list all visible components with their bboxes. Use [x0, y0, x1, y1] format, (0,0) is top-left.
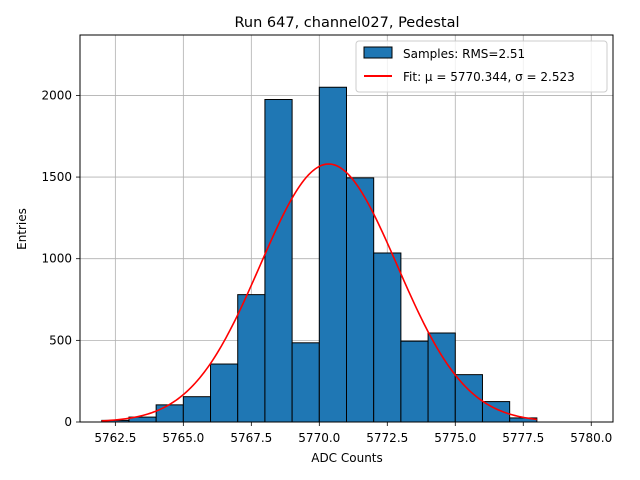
- histogram-bar: [291, 342, 320, 423]
- chart-title: Run 647, channel027, Pedestal: [234, 15, 459, 31]
- y-axis-ticks: 0 500 1000 1500 2000: [41, 88, 80, 429]
- histogram-bar: [182, 396, 212, 423]
- x-axis-label: ADC Counts: [311, 451, 383, 465]
- gaussian-fit-line: [101, 163, 537, 422]
- histogram-bars: [101, 86, 538, 423]
- y-tick-label: 500: [49, 333, 72, 347]
- x-tick-label: 5767.5: [230, 431, 272, 445]
- legend: Samples: RMS=2.51 Fit: μ = 5770.344, σ =…: [355, 40, 608, 93]
- y-axis-label: Entries: [15, 208, 29, 250]
- histogram-bar: [400, 340, 429, 423]
- fit-curve-layer: [101, 163, 537, 422]
- y-tick-label: 1500: [41, 170, 72, 184]
- histogram-bar: [237, 294, 266, 423]
- plot-frame: [79, 34, 614, 423]
- histogram-bar: [210, 363, 239, 423]
- y-tick-label: 0: [64, 415, 72, 429]
- histogram-bar: [427, 332, 456, 423]
- histogram-bar: [373, 252, 402, 423]
- x-tick-label: 5765.0: [162, 431, 204, 445]
- histogram-bar: [318, 86, 347, 423]
- y-tick-label: 1000: [41, 252, 72, 266]
- x-tick-label: 5762.5: [94, 431, 136, 445]
- x-tick-label: 5777.5: [502, 431, 544, 445]
- legend-histogram-swatch: [363, 46, 393, 59]
- histogram-bar: [155, 404, 184, 423]
- x-tick-label: 5780.0: [570, 431, 612, 445]
- x-axis-ticks: 5762.5 5765.0 5767.5 5770.0 5772.5 5775.0 5777…: [94, 422, 612, 445]
- x-tick-label: 5770.0: [298, 431, 340, 445]
- x-tick-label: 5775.0: [434, 431, 476, 445]
- legend-box: [355, 40, 608, 93]
- legend-label-samples: Samples: RMS=2.51: [403, 47, 525, 61]
- y-tick-label: 2000: [41, 88, 72, 102]
- x-tick-label: 5772.5: [366, 431, 408, 445]
- legend-label-fit: Fit: μ = 5770.344, σ = 2.523: [403, 70, 575, 84]
- histogram-bar: [346, 177, 375, 423]
- histogram-bar: [264, 99, 293, 423]
